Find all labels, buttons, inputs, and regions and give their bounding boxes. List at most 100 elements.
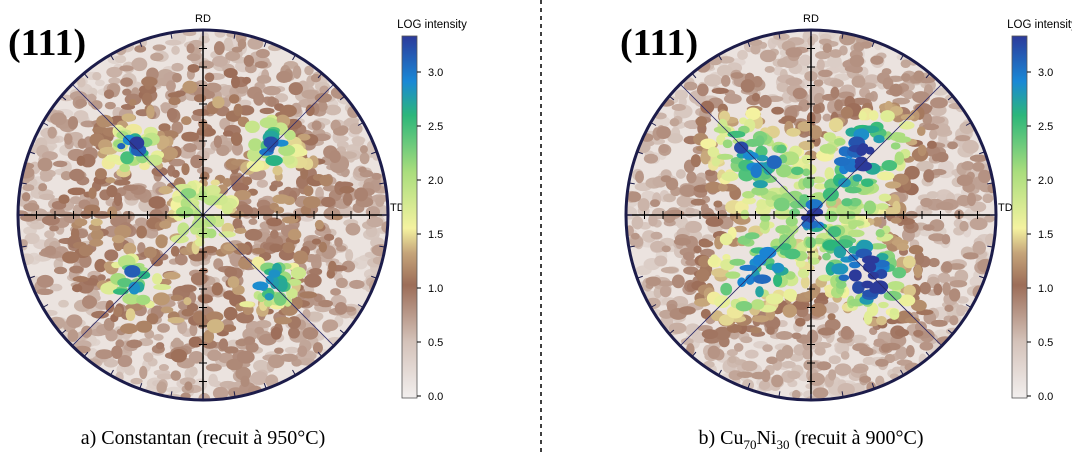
texture-spot: [115, 339, 125, 348]
texture-spot: [89, 238, 104, 247]
rd-label: RD: [803, 13, 819, 25]
texture-spot: [870, 55, 884, 65]
texture-spot: [119, 163, 131, 173]
texture-spot: [165, 39, 182, 46]
texture-spot: [917, 144, 927, 157]
texture-spot: [22, 184, 35, 192]
texture-spot: [926, 191, 939, 199]
texture-spot: [69, 265, 84, 274]
texture-spot: [762, 344, 773, 352]
texture-spot: [259, 107, 275, 115]
texture-spot: [160, 306, 174, 314]
texture-spot: [828, 118, 844, 132]
texture-spot: [680, 337, 694, 345]
texture-spot: [319, 85, 330, 96]
texture-spot: [248, 218, 258, 225]
texture-spot: [742, 151, 759, 160]
texture-spot: [972, 241, 986, 255]
texture-spot: [865, 146, 875, 155]
texture-spot: [889, 83, 903, 97]
panel-a: (111) RD TD LOG intensity 0.0 0.5 1.0 1.5 2.0 2.5…: [8, 13, 467, 449]
texture-spot: [167, 317, 185, 324]
texture-spot: [242, 176, 253, 186]
texture-spot: [128, 98, 137, 106]
texture-spot: [942, 282, 951, 296]
texture-spot: [700, 308, 711, 319]
texture-spot: [92, 72, 102, 81]
texture-spot: [890, 217, 902, 224]
texture-spot: [781, 360, 796, 369]
texture-spot: [94, 258, 107, 273]
texture-spot: [791, 166, 804, 176]
texture-spot: [744, 232, 760, 240]
texture-spot: [875, 375, 885, 387]
texture-spot: [941, 261, 953, 273]
texture-spot: [690, 198, 706, 206]
texture-spot: [233, 103, 243, 117]
texture-spot: [156, 373, 174, 380]
colorbar-tick-label: 0.0: [428, 391, 443, 403]
texture-spot: [916, 160, 934, 172]
colorbar: [1011, 35, 1028, 399]
texture-spot: [115, 55, 127, 64]
texture-spot: [113, 192, 123, 207]
texture-spot: [272, 165, 283, 176]
texture-spot: [894, 151, 905, 165]
texture-spot: [822, 113, 832, 122]
texture-spot: [751, 299, 765, 310]
texture-spot: [876, 253, 889, 261]
texture-spot: [152, 44, 166, 51]
texture-spot: [779, 185, 788, 195]
texture-spot: [704, 169, 716, 177]
texture-spot: [785, 47, 803, 58]
texture-spot: [889, 308, 899, 316]
texture-spot: [58, 299, 69, 308]
texture-spot: [170, 245, 180, 257]
texture-spot: [186, 53, 201, 62]
texture-spot: [947, 141, 958, 150]
texture-spot: [905, 345, 915, 358]
texture-spot: [795, 317, 806, 327]
caption-text: a) Constantan (recuit à 950°C): [81, 427, 326, 449]
texture-spot: [859, 346, 874, 357]
texture-spot: [928, 233, 946, 242]
texture-spot: [310, 73, 322, 83]
panel-b: (111) RD TD LOG intensity 0.0 0.5 1.0 1.5 2.0 2.5…: [620, 13, 1072, 452]
texture-spot: [910, 299, 927, 312]
texture-spot: [969, 154, 988, 162]
texture-spot: [817, 327, 836, 336]
texture-spot: [824, 210, 838, 223]
texture-spot: [322, 319, 339, 332]
texture-spot: [171, 62, 184, 72]
texture-spot: [885, 181, 902, 189]
colorbar: [401, 35, 418, 399]
texture-spot: [711, 157, 721, 167]
texture-spot: [44, 245, 57, 256]
texture-spot: [284, 346, 299, 354]
texture-spot: [231, 142, 244, 156]
texture-spot: [833, 156, 850, 167]
texture-spot: [204, 72, 215, 83]
texture-spot: [834, 363, 852, 376]
texture-spot: [792, 87, 807, 100]
texture-spot: [311, 120, 322, 131]
texture-spot: [824, 167, 835, 180]
texture-spot: [878, 193, 892, 202]
texture-spot: [955, 134, 971, 142]
texture-spot: [74, 218, 88, 227]
texture-spot: [159, 278, 172, 286]
texture-spot: [873, 338, 885, 346]
pole-rim: [16, 28, 390, 402]
texture-spot: [318, 299, 334, 308]
texture-spot: [104, 101, 116, 110]
texture-spot: [183, 143, 198, 153]
texture-spot: [135, 217, 149, 227]
texture-spot: [334, 302, 348, 315]
texture-spot: [949, 315, 959, 326]
texture-spot: [827, 100, 837, 114]
texture-spot: [206, 228, 217, 239]
texture-spot: [181, 131, 200, 142]
texture-spot: [317, 101, 328, 112]
texture-spot: [900, 59, 911, 68]
texture-spot: [172, 72, 182, 83]
